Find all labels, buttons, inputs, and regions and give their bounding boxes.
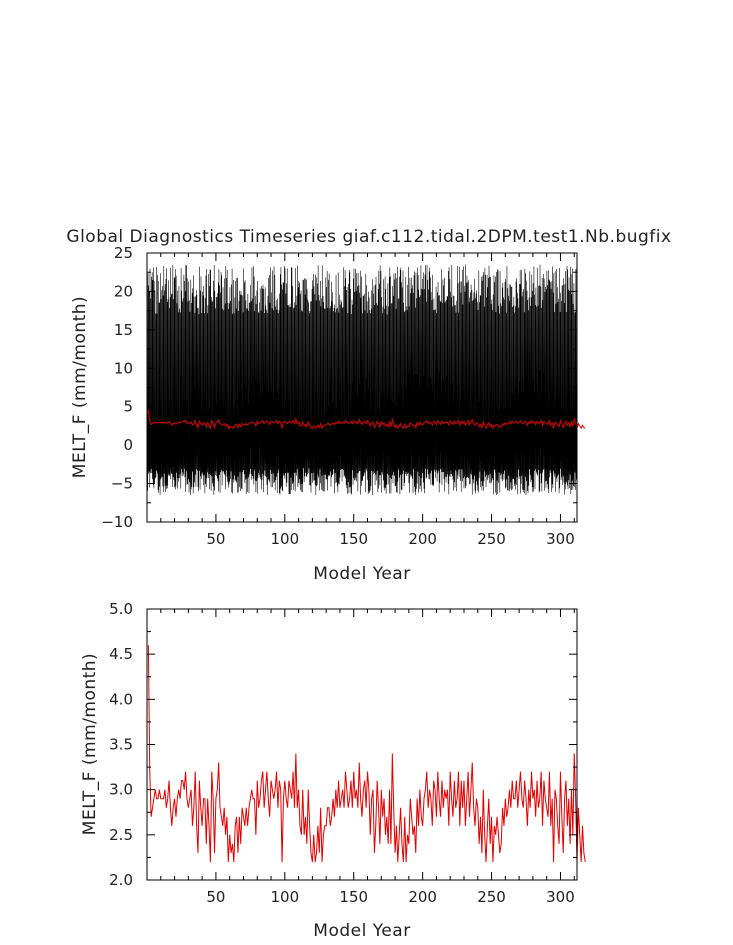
monthly-line [146, 264, 578, 496]
x-tick-label: 50 [206, 530, 225, 548]
x-tick-label: 100 [271, 530, 300, 548]
y-tick-label: 20 [114, 282, 133, 300]
x-tick-label: 150 [339, 888, 368, 906]
annual-mean-series [147, 645, 586, 863]
y-tick-label: 25 [114, 244, 133, 262]
y-tick-label: −5 [111, 475, 133, 493]
x-tick-label: 300 [546, 530, 575, 548]
plot-frame [146, 608, 578, 881]
annual-mean-series [147, 409, 586, 431]
y-tick-label: 5 [123, 398, 133, 416]
y-tick-label: 2.0 [109, 871, 133, 889]
y-tick-label: 10 [114, 359, 133, 377]
chart-title: Global Diagnostics Timeseries giaf.c112.… [66, 227, 671, 247]
y-tick-label: 5.0 [109, 600, 133, 618]
y-tick-label: 3.5 [109, 736, 133, 754]
y-tick-label: 4.5 [109, 645, 133, 663]
x-tick-label: 50 [206, 888, 225, 906]
y-tick-label: 2.5 [109, 826, 133, 844]
x-tick-label: 100 [271, 888, 300, 906]
x-tick-label: 250 [477, 888, 506, 906]
x-tick-label: 150 [339, 530, 368, 548]
top-panel: 50 100 150 200 250 300 −10 −5 0 5 10 15 20 25 Model Y… [70, 244, 586, 584]
x-tick-label: 200 [408, 530, 437, 548]
bottom-panel: 50 100 150 200 250 300 2.0 2.5 3.0 3.5 4.0 4.5 5.0 M… [80, 600, 586, 941]
y-tick-label: 15 [114, 321, 133, 339]
x-axis-label: Model Year [313, 564, 410, 584]
y-tick-label: 0 [123, 436, 133, 454]
x-axis-label: Model Year [313, 921, 410, 941]
x-tick-label: 300 [546, 888, 575, 906]
axis-ticks: 50 100 150 200 250 300 2.0 2.5 3.0 3.5 4.0 4.5 5.0 [109, 600, 577, 906]
y-axis-label: MELT_F (mm/month) [70, 296, 90, 478]
y-tick-label: −10 [101, 513, 133, 531]
monthly-series [146, 264, 578, 496]
y-tick-label: 4.0 [109, 690, 133, 708]
axis-ticks: 50 100 150 200 250 300 −10 −5 0 5 10 15 20 25 [101, 244, 577, 548]
x-tick-label: 250 [477, 530, 506, 548]
y-tick-label: 3.0 [109, 781, 133, 799]
x-tick-label: 200 [408, 888, 437, 906]
y-axis-label: MELT_F (mm/month) [80, 653, 100, 835]
